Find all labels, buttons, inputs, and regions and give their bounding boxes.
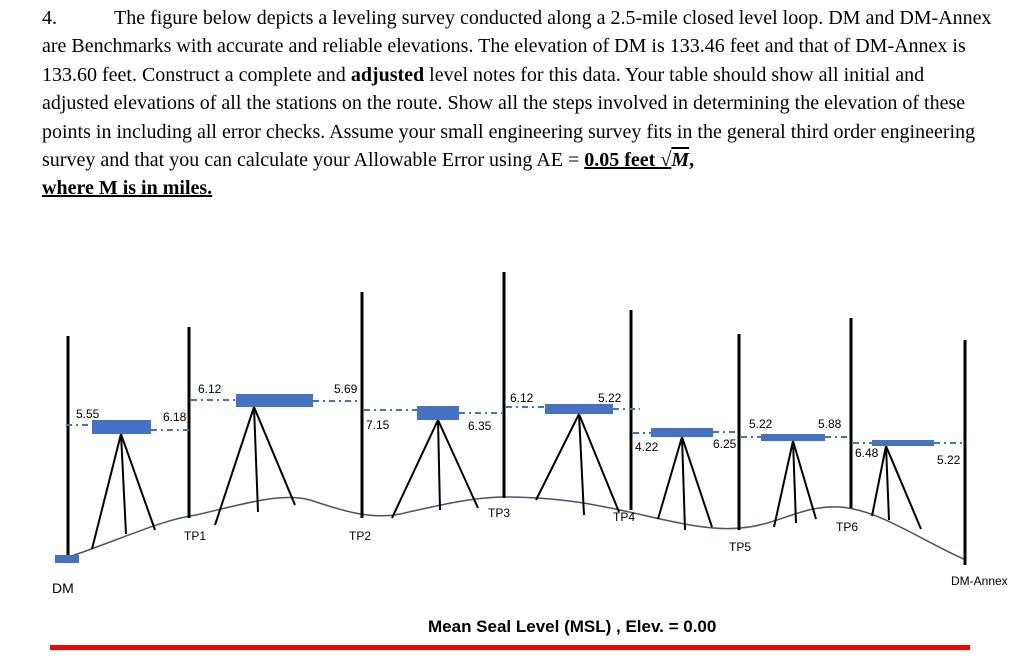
- tripod-3: [391, 417, 479, 519]
- benchmark-dm-block: [55, 555, 79, 563]
- problem-text-1: The figure below depicts a leveling surv…: [42, 7, 992, 86]
- reading-bs-tp4: 5.22: [598, 391, 622, 405]
- datum-label: Mean Seal Level (MSL) , Elev. = 0.00: [428, 617, 716, 636]
- reading-bs-dm: 5.55: [76, 407, 100, 421]
- reading-bs-tp6: 5.88: [818, 417, 842, 431]
- reading-fs-tp4: 4.22: [635, 440, 659, 454]
- reading-bs-tp5: 5.22: [749, 417, 773, 431]
- problem-paragraph: 4. The figure below depicts a leveling su…: [42, 4, 992, 174]
- station-label-tp2: TP2: [349, 529, 371, 543]
- station-label-dm: DM: [52, 580, 74, 596]
- reading-bs-tp3: 6.12: [510, 391, 534, 405]
- level-instrument-7: [872, 440, 934, 446]
- where-line: where M is in miles.: [42, 177, 213, 200]
- reading-fs-tp3: 6.35: [468, 419, 492, 433]
- adjusted-word: adjusted: [350, 63, 425, 86]
- reading-bs-tp1: 6.12: [198, 382, 222, 396]
- reading-bs-tp2: 5.69: [334, 382, 358, 396]
- problem-statement: 4. The figure below depicts a leveling su…: [42, 4, 992, 203]
- station-label-tp3: TP3: [488, 506, 510, 520]
- station-label-tp6: TP6: [836, 520, 858, 534]
- level-instrument-3: [417, 406, 459, 420]
- reading-fs-tp6: 6.48: [855, 446, 879, 460]
- station-label-tp1: TP1: [184, 529, 206, 543]
- level-instrument-1: [92, 420, 151, 434]
- station-label-tp4: TP4: [613, 510, 635, 524]
- level-instrument-6: [761, 434, 825, 441]
- station-label-dm-annex: DM-Annex: [951, 574, 1008, 588]
- tripod-7-leg: [885, 445, 890, 521]
- ae-formula-value: 0.05 feet √: [584, 149, 672, 172]
- problem-number: 4.: [42, 7, 57, 29]
- level-instrument-2: [236, 394, 313, 407]
- ae-formula-var: M: [671, 149, 690, 172]
- level-instrument-5: [651, 428, 713, 437]
- tripod-5-leg: [681, 436, 686, 531]
- reading-fs-tp2: 7.15: [366, 418, 390, 432]
- tripod-4-leg: [578, 413, 585, 516]
- reading-fs-tp1: 6.18: [163, 410, 187, 424]
- msl-datum-line: [50, 645, 970, 650]
- tripod-3-leg: [437, 419, 441, 511]
- level-instrument-4: [545, 404, 613, 414]
- tripod-2-leg: [253, 406, 259, 513]
- tripod-1-leg: [120, 433, 127, 535]
- tripod-6-leg: [792, 440, 797, 524]
- tripod-4: [535, 411, 620, 513]
- reading-fs-tp5: 6.25: [713, 437, 737, 451]
- station-label-tp5: TP5: [729, 540, 751, 554]
- problem-text-2: level notes for this data. Your table sh…: [42, 63, 976, 172]
- ae-formula-end: ,: [689, 149, 695, 172]
- reading-fs-dm-annex: 5.22: [937, 453, 961, 467]
